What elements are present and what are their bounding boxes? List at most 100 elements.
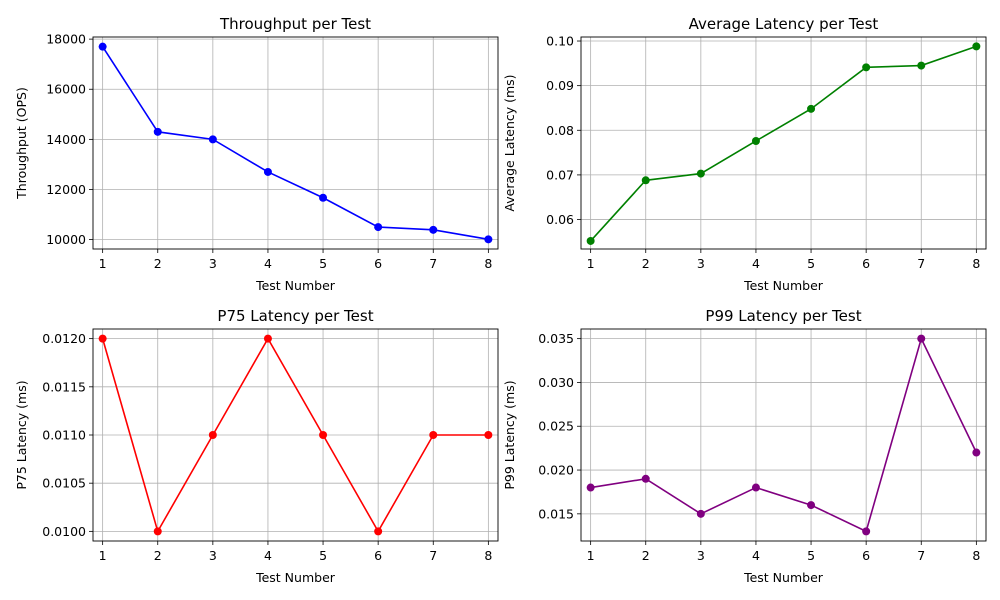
x-tick-label: 6 <box>862 256 870 271</box>
data-point <box>696 169 705 178</box>
x-tick-label: 2 <box>154 548 162 563</box>
y-tick-label: 0.08 <box>546 123 574 138</box>
y-axis-label: Average Latency (ms) <box>502 74 517 211</box>
x-tick-label: 5 <box>319 548 327 563</box>
x-tick-label: 7 <box>917 256 925 271</box>
x-tick-label: 4 <box>752 256 760 271</box>
data-point <box>751 483 760 492</box>
data-point <box>484 235 493 244</box>
data-point <box>751 136 760 145</box>
data-point <box>98 42 107 51</box>
data-point <box>807 501 816 510</box>
x-tick-label: 3 <box>697 256 705 271</box>
y-tick-label: 16000 <box>46 82 86 97</box>
x-tick-label: 2 <box>154 256 162 271</box>
data-point <box>641 474 650 483</box>
x-tick-label: 8 <box>484 548 492 563</box>
series-line <box>590 336 978 533</box>
x-axis-label: Test Number <box>255 570 336 585</box>
x-tick-label: 5 <box>807 548 815 563</box>
x-tick-label: 3 <box>209 548 217 563</box>
x-tick-label: 5 <box>807 256 815 271</box>
y-tick-label: 0.0100 <box>42 524 86 539</box>
data-point <box>429 225 438 234</box>
y-tick-label: 10000 <box>46 232 86 247</box>
x-tick-label: 7 <box>429 548 437 563</box>
x-tick-label: 7 <box>917 548 925 563</box>
data-point <box>696 509 705 518</box>
series-line <box>590 45 977 242</box>
data-point <box>586 236 595 245</box>
chart-title: Average Latency per Test <box>689 15 879 33</box>
axes-frame <box>580 328 987 542</box>
axes-frame <box>92 36 499 250</box>
y-axis-label: P75 Latency (ms) <box>14 380 29 489</box>
x-tick-label: 4 <box>264 548 272 563</box>
x-tick-label: 2 <box>642 256 650 271</box>
data-point <box>153 127 162 136</box>
y-tick-label: 0.015 <box>538 506 574 521</box>
y-tick-label: 0.0115 <box>42 379 86 394</box>
chart-panel-3: 1 2 3 4 5 6 7 8 0.0100 0.0105 0.0110 0.0115 0.0120 P7… <box>14 307 499 585</box>
data-point <box>263 334 272 343</box>
data-point <box>374 527 383 536</box>
y-tick-label: 0.035 <box>538 331 574 346</box>
x-tick-label: 4 <box>752 548 760 563</box>
data-point <box>208 431 217 439</box>
x-axis-label: Test Number <box>743 278 824 293</box>
x-tick-label: 2 <box>642 548 650 563</box>
y-tick-label: 0.0105 <box>42 476 86 491</box>
chart-title: P99 Latency per Test <box>705 307 861 325</box>
x-tick-label: 1 <box>99 256 107 271</box>
x-tick-label: 1 <box>587 548 595 563</box>
data-point <box>917 334 926 343</box>
data-point <box>263 167 272 176</box>
data-point <box>319 193 328 202</box>
series-line <box>101 337 489 534</box>
x-tick-label: 3 <box>697 548 705 563</box>
axes-frame <box>580 36 987 250</box>
data-point <box>208 135 217 144</box>
x-tick-label: 8 <box>972 548 980 563</box>
x-tick-label: 8 <box>484 256 492 271</box>
chart-panel-1: 1 2 3 4 5 6 7 8 10000 12000 14000 16000 18000 Through… <box>14 15 499 293</box>
x-tick-label: 3 <box>209 256 217 271</box>
data-point <box>374 223 383 232</box>
data-point <box>641 176 650 185</box>
x-tick-label: 6 <box>374 548 382 563</box>
data-point <box>862 527 871 536</box>
x-axis-label: Test Number <box>255 278 336 293</box>
y-tick-label: 0.020 <box>538 463 574 478</box>
data-point <box>586 483 595 492</box>
data-point <box>972 448 981 457</box>
y-tick-label: 0.07 <box>546 167 574 182</box>
data-point <box>153 527 162 536</box>
chart-title: P75 Latency per Test <box>217 307 373 325</box>
data-point <box>429 431 438 439</box>
y-tick-label: 0.0110 <box>42 428 86 443</box>
y-tick-label: 14000 <box>46 132 86 147</box>
x-tick-label: 1 <box>99 548 107 563</box>
y-tick-label: 0.030 <box>538 375 574 390</box>
data-point <box>319 431 328 439</box>
x-tick-label: 1 <box>587 256 595 271</box>
data-point <box>98 334 107 343</box>
data-point <box>917 61 926 70</box>
data-point <box>484 431 493 439</box>
y-tick-label: 0.025 <box>538 419 574 434</box>
y-tick-label: 0.0120 <box>42 331 86 346</box>
x-tick-label: 5 <box>319 256 327 271</box>
x-tick-label: 7 <box>429 256 437 271</box>
chart-panel-4: 1 2 3 4 5 6 7 8 0.015 0.020 0.025 0.030 0.035 P99 Lat… <box>502 307 987 585</box>
y-axis-label: Throughput (OPS) <box>14 87 29 200</box>
data-point <box>862 63 871 72</box>
y-tick-label: 18000 <box>46 32 86 47</box>
x-tick-label: 6 <box>374 256 382 271</box>
y-tick-label: 0.09 <box>546 78 574 93</box>
y-axis-label: P99 Latency (ms) <box>502 380 517 489</box>
x-tick-label: 6 <box>862 548 870 563</box>
x-tick-label: 8 <box>972 256 980 271</box>
chart-panel-2: 1 2 3 4 5 6 7 8 0.06 0.07 0.08 0.09 0.10 Average Late… <box>502 15 987 293</box>
x-axis-label: Test Number <box>743 570 824 585</box>
